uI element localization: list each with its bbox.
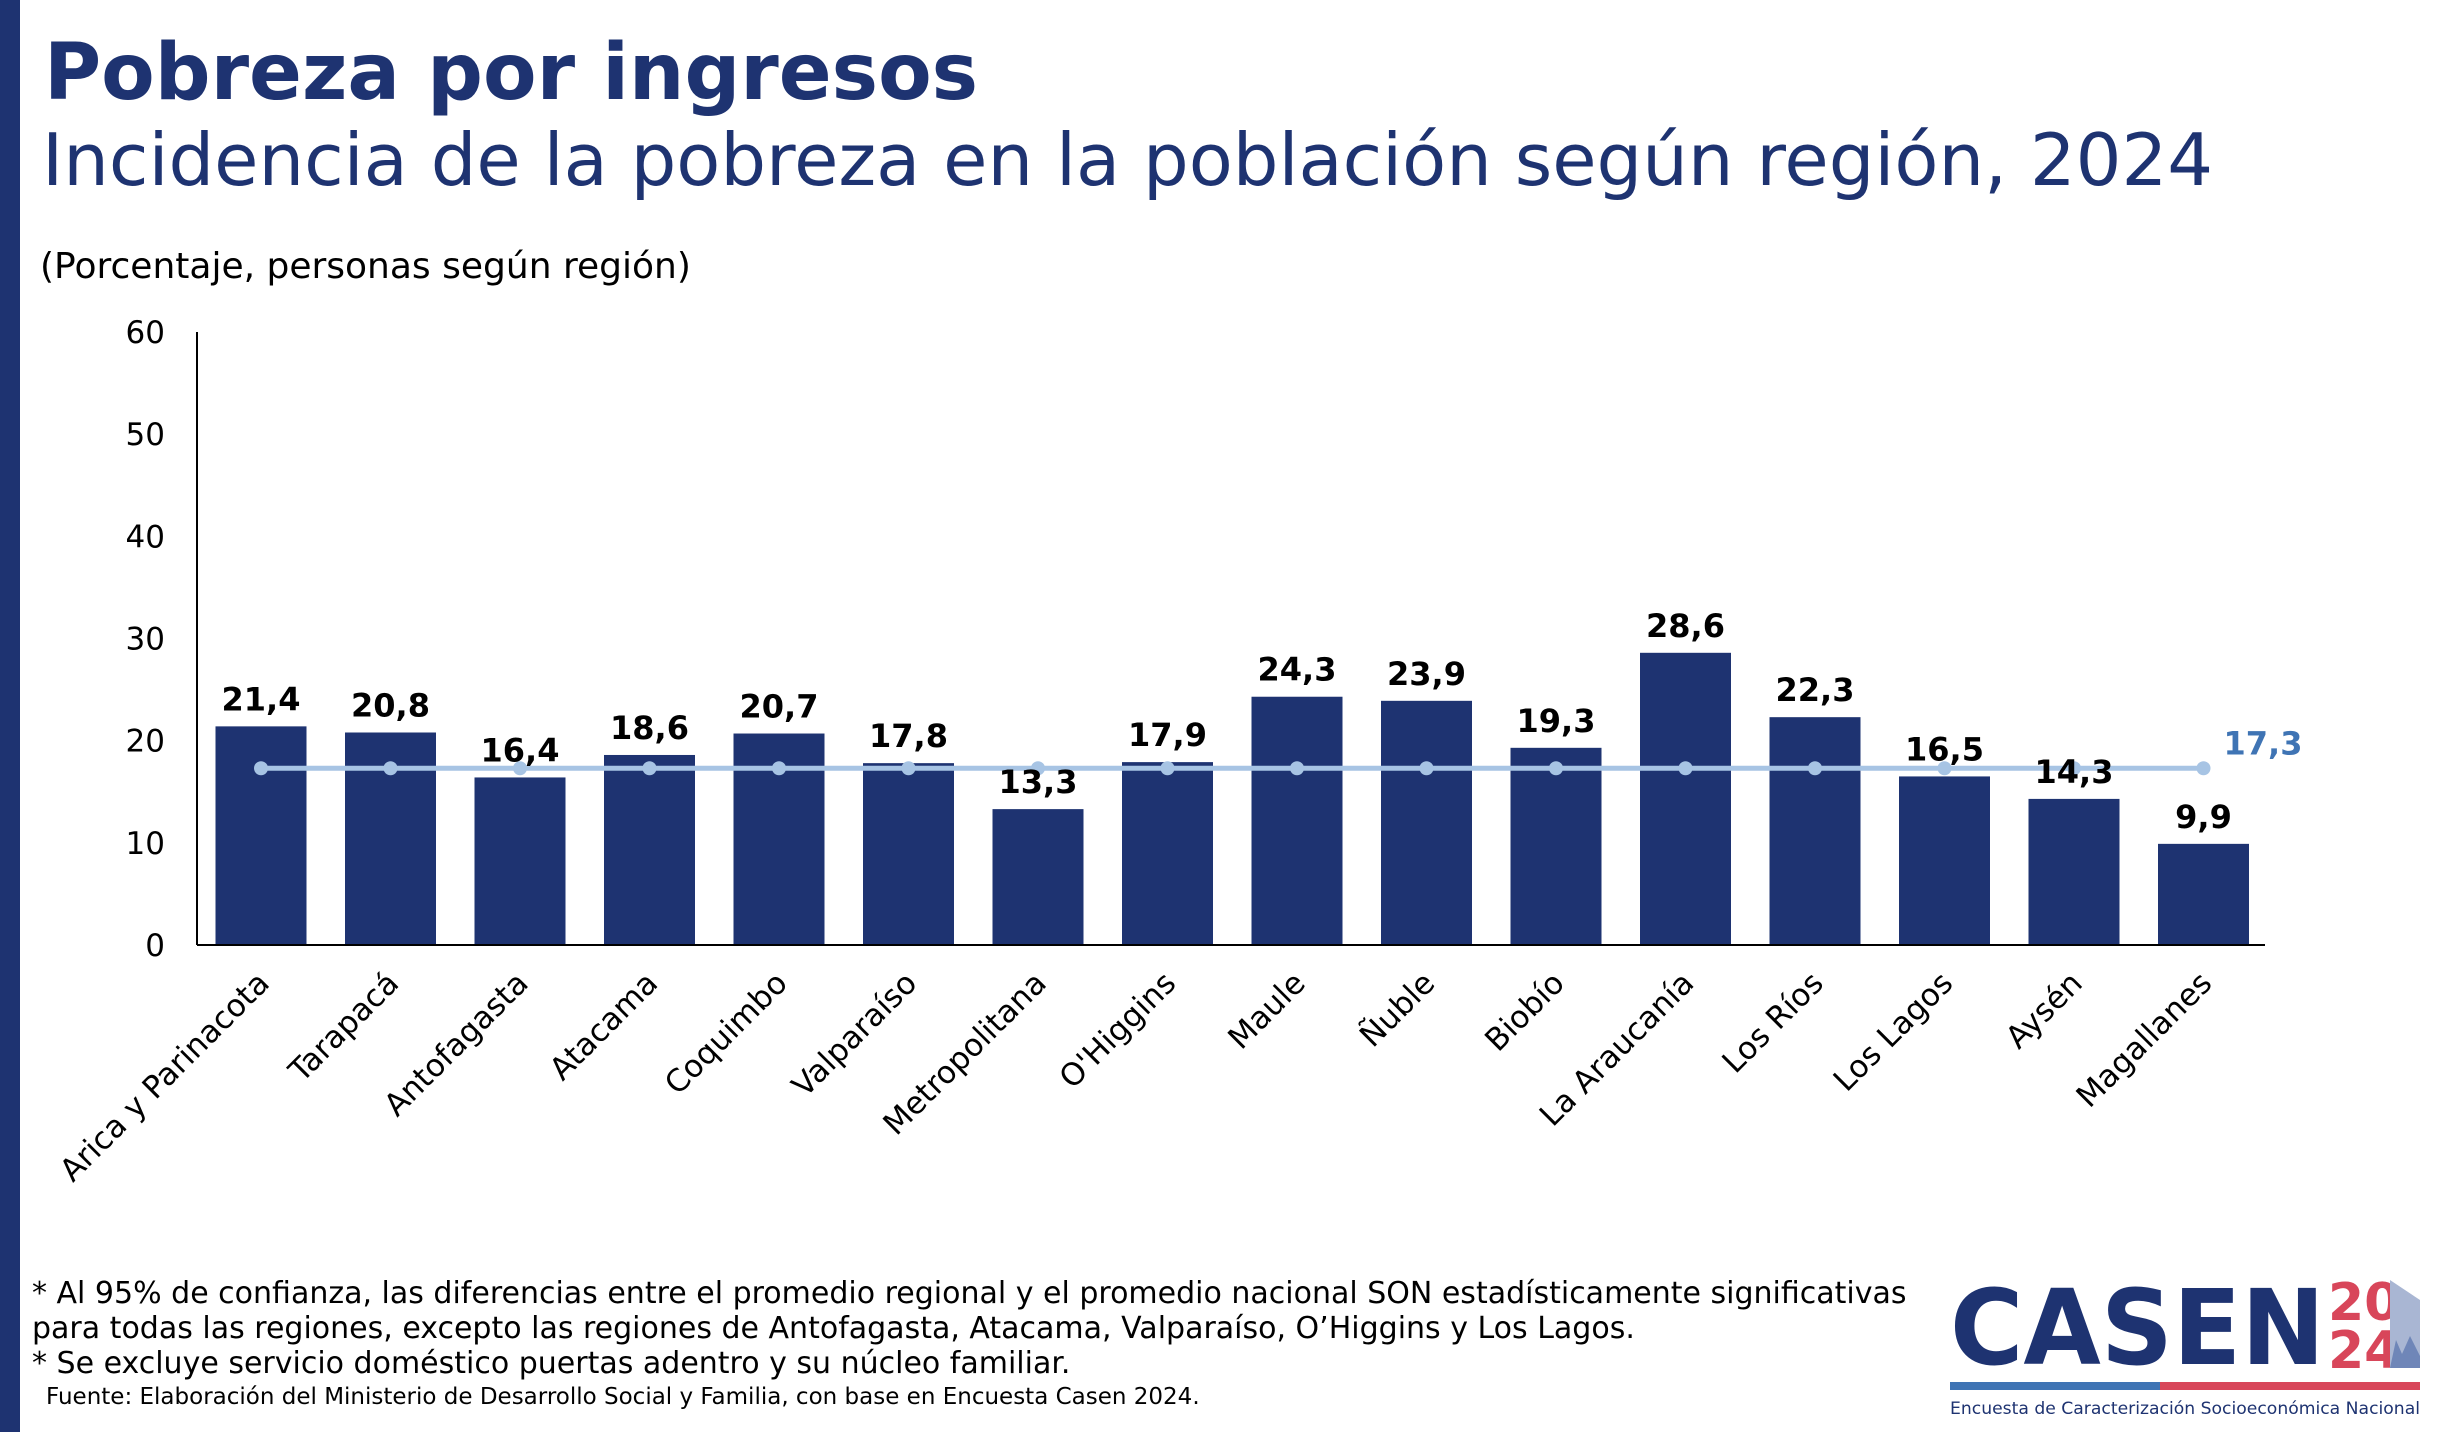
national-average-point bbox=[642, 761, 657, 776]
bar bbox=[1251, 696, 1343, 945]
bar-value-label: 9,9 bbox=[2175, 798, 2232, 836]
bar-value-label: 28,6 bbox=[1646, 607, 1725, 645]
left-accent-bar bbox=[0, 0, 20, 1432]
note-line-1: * Al 95% de confianza, las diferencias e… bbox=[32, 1276, 1907, 1311]
bar bbox=[215, 726, 307, 945]
national-average-point bbox=[1549, 761, 1563, 776]
bar bbox=[992, 809, 1084, 945]
national-average-point bbox=[1419, 761, 1434, 776]
logo-year-bottom: 24 bbox=[2328, 1321, 2400, 1381]
logo-stripe-red bbox=[2160, 1382, 2420, 1390]
x-category-label: Maule bbox=[1221, 965, 1312, 1056]
bar-value-label: 23,9 bbox=[1387, 655, 1466, 693]
bar-value-label: 13,3 bbox=[999, 763, 1078, 801]
page-subtitle: Incidencia de la pobreza en la población… bbox=[42, 118, 2214, 202]
y-tick-label: 30 bbox=[126, 622, 165, 658]
bar bbox=[1510, 747, 1602, 945]
logo-stripe-blue bbox=[1950, 1382, 2160, 1390]
x-category-label: Biobío bbox=[1478, 965, 1571, 1058]
x-category-label: Coquimbo bbox=[658, 965, 795, 1102]
x-category-label: Atacama bbox=[543, 965, 665, 1087]
bar bbox=[1381, 700, 1472, 945]
bar-value-label: 16,4 bbox=[481, 731, 560, 769]
casen-logo: CASEN 20 24 Encuesta de Caracterización … bbox=[1950, 1270, 2420, 1419]
logo-tagline: Encuesta de Caracterización Socioeconómi… bbox=[1950, 1399, 2420, 1419]
x-category-label: Los Ríos bbox=[1715, 965, 1830, 1080]
national-average-point bbox=[1808, 761, 1822, 776]
bar-value-label: 20,7 bbox=[740, 688, 819, 726]
national-average-point bbox=[383, 761, 398, 776]
source-note: Fuente: Elaboración del Ministerio de De… bbox=[46, 1384, 1200, 1410]
national-average-label: 17,3 bbox=[2224, 724, 2303, 762]
national-average-point bbox=[513, 761, 527, 776]
page-title: Pobreza por ingresos bbox=[44, 28, 979, 118]
x-category-label: Valparaíso bbox=[785, 965, 924, 1104]
bar-value-label: 19,3 bbox=[1517, 702, 1596, 740]
logo-word: CASEN bbox=[1950, 1270, 2325, 1389]
x-category-label: Aysén bbox=[1999, 965, 2090, 1056]
note-line-2: para todas las regiones, excepto las reg… bbox=[32, 1311, 1635, 1346]
national-average-point bbox=[254, 761, 268, 776]
x-category-label: Ñuble bbox=[1353, 965, 1442, 1054]
bar-value-label: 21,4 bbox=[222, 680, 301, 718]
bar bbox=[1122, 762, 1213, 945]
bar bbox=[1769, 717, 1861, 945]
bar bbox=[2158, 843, 2249, 945]
bar-value-label: 18,6 bbox=[610, 709, 689, 747]
national-average-point bbox=[1160, 761, 1175, 776]
bar-value-label: 17,8 bbox=[869, 717, 948, 755]
bar-value-label: 22,3 bbox=[1776, 671, 1855, 709]
national-average-point bbox=[1290, 761, 1304, 776]
bar-chart: 0 10 20 30 40 50 60 17,3 21,4 20,8 16,4 18,6 20,7 17,… bbox=[53, 315, 2303, 1189]
y-tick-label: 40 bbox=[126, 519, 165, 555]
national-average-point bbox=[2067, 761, 2081, 776]
bar-value-label: 20,8 bbox=[351, 686, 430, 724]
bar bbox=[474, 777, 566, 945]
y-tick-label: 0 bbox=[145, 928, 165, 964]
national-average-point bbox=[1031, 761, 1045, 776]
national-average-point bbox=[772, 761, 786, 776]
x-category-label: Tarapacá bbox=[282, 965, 407, 1090]
note-line-3: * Se excluye servicio doméstico puertas … bbox=[32, 1346, 1071, 1381]
x-category-label: Los Lagos bbox=[1827, 965, 1960, 1098]
bar bbox=[604, 754, 695, 945]
y-tick-label: 20 bbox=[126, 724, 165, 760]
national-average-point bbox=[1678, 761, 1693, 776]
mountain-icon bbox=[2390, 1336, 2420, 1368]
national-average-point bbox=[2196, 761, 2211, 776]
x-category-label: O'Higgins bbox=[1053, 965, 1184, 1096]
bar bbox=[1899, 776, 1990, 945]
logo-year-top: 20 bbox=[2328, 1273, 2400, 1333]
bar bbox=[2028, 798, 2120, 945]
bar bbox=[1640, 652, 1731, 945]
x-category-label: Arica y Parinacota bbox=[53, 965, 277, 1189]
bar-value-label: 14,3 bbox=[2035, 753, 2114, 791]
y-tick-label: 10 bbox=[126, 826, 165, 862]
national-average-point bbox=[1937, 761, 1952, 776]
bar-value-label: 24,3 bbox=[1258, 651, 1337, 689]
y-tick-label: 50 bbox=[126, 417, 165, 453]
bar-value-label: 16,5 bbox=[1905, 730, 1984, 768]
y-tick-label: 60 bbox=[126, 315, 165, 351]
bar-value-label: 17,9 bbox=[1128, 716, 1207, 754]
bar bbox=[863, 763, 954, 945]
x-category-label: Magallanes bbox=[2070, 965, 2220, 1115]
unit-label: (Porcentaje, personas según región) bbox=[40, 246, 691, 287]
national-average-point bbox=[901, 761, 916, 776]
